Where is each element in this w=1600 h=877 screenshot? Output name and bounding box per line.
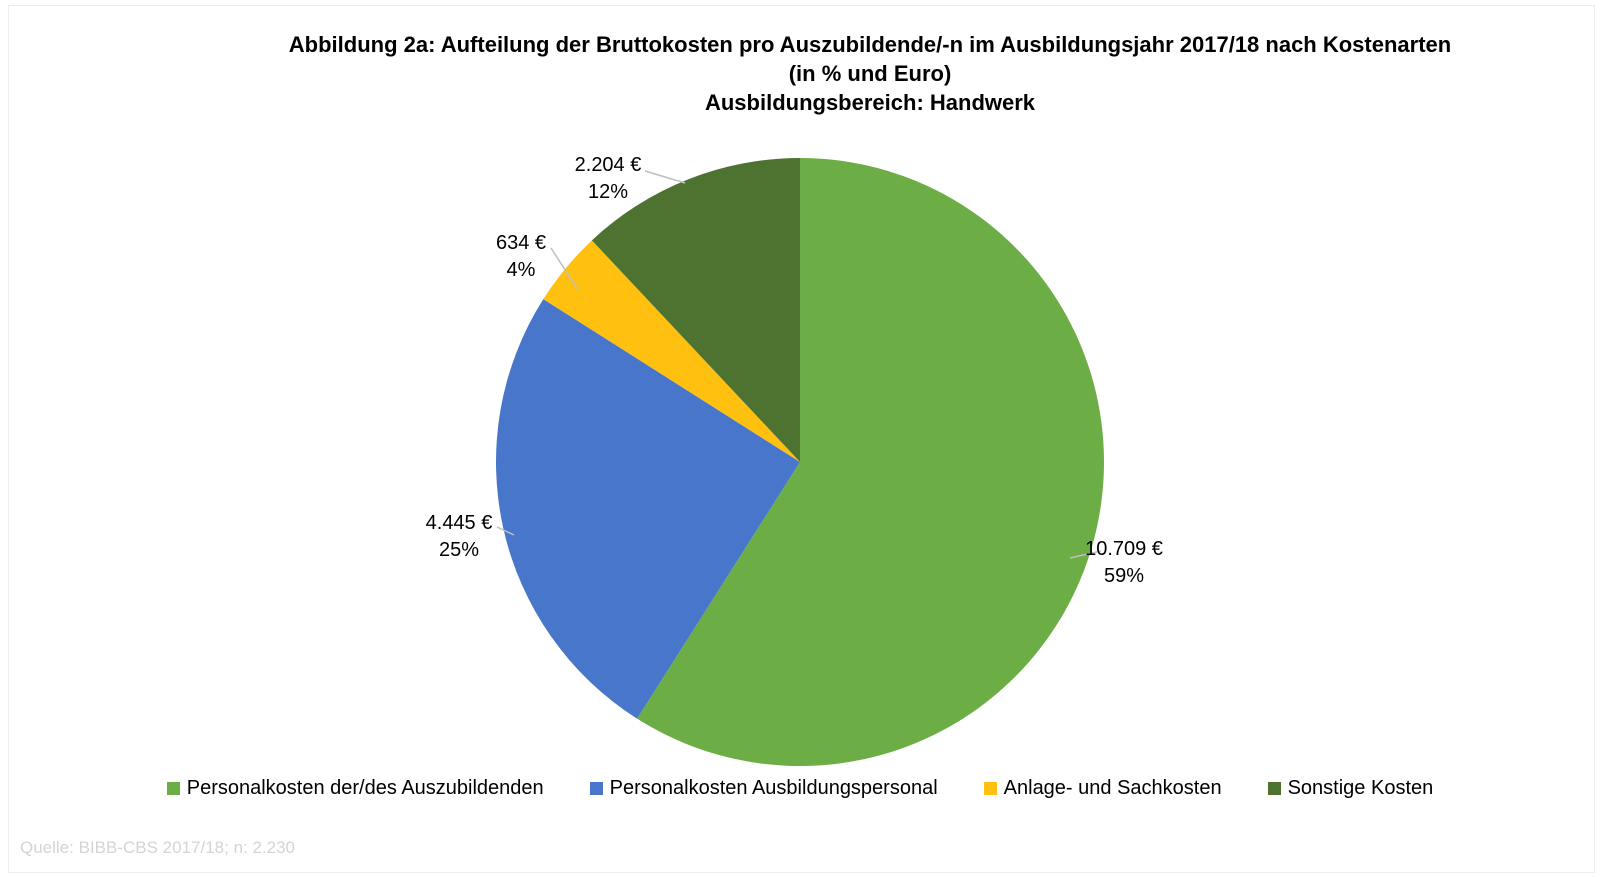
- legend-item-1: Personalkosten der/des Auszubildenden: [166, 777, 544, 800]
- legend-label: Sonstige Kosten: [1287, 777, 1434, 799]
- slice-label-1: 10.709 € 59%: [1085, 536, 1163, 590]
- legend-swatch-icon: [983, 782, 997, 795]
- pie-slice-1: [637, 158, 1104, 766]
- source-note: Quelle: BIBB-CBS 2017/18; n: 2.230: [20, 838, 296, 857]
- legend-swatch-icon: [1267, 782, 1281, 795]
- pie-slice-4: [591, 158, 800, 462]
- slice-label-value: 4.445 €: [425, 512, 493, 534]
- legend-label: Personalkosten der/des Auszubildenden: [186, 777, 544, 799]
- pie-slice-2: [495, 299, 800, 719]
- legend-item-3: Anlage- und Sachkosten: [983, 777, 1222, 800]
- legend-swatch-icon: [166, 782, 180, 795]
- slice-label-percent: 4%: [506, 259, 536, 281]
- legend-swatch-icon: [589, 782, 603, 795]
- leader-line-3: [550, 247, 579, 291]
- legend-label: Personalkosten Ausbildungspersonal: [609, 777, 938, 799]
- slice-label-value: 10.709 €: [1085, 538, 1163, 560]
- pie-slice-3: [543, 240, 800, 462]
- slice-label-value: 2.204 €: [574, 154, 642, 176]
- slice-label-3: 634 € 4%: [496, 230, 546, 284]
- legend-item-2: Personalkosten Ausbildungspersonal: [589, 777, 938, 800]
- legend-item-4: Sonstige Kosten: [1267, 777, 1434, 800]
- leader-line-1: [1069, 550, 1102, 559]
- chart-title-line1: Abbildung 2a: Aufteilung der Bruttokoste…: [288, 32, 1452, 57]
- slice-label-percent: 59%: [1103, 565, 1145, 587]
- chart-title-line2: (in % und Euro): [788, 61, 952, 86]
- chart-legend: Personalkosten der/des Auszubildenden Per…: [0, 777, 1600, 800]
- leader-line-4: [644, 170, 686, 184]
- leader-line-2: [496, 526, 515, 536]
- legend-label: Anlage- und Sachkosten: [1003, 777, 1222, 799]
- chart-title: Abbildung 2a: Aufteilung der Bruttokoste…: [170, 30, 1570, 117]
- slice-label-value: 634 €: [495, 232, 547, 254]
- slice-label-percent: 25%: [438, 539, 480, 561]
- slice-label-percent: 12%: [587, 181, 629, 203]
- slice-label-2: 4.445 € 25%: [426, 510, 493, 564]
- slice-label-4: 2.204 € 12%: [575, 152, 642, 206]
- chart-title-line3: Ausbildungsbereich: Handwerk: [704, 90, 1036, 115]
